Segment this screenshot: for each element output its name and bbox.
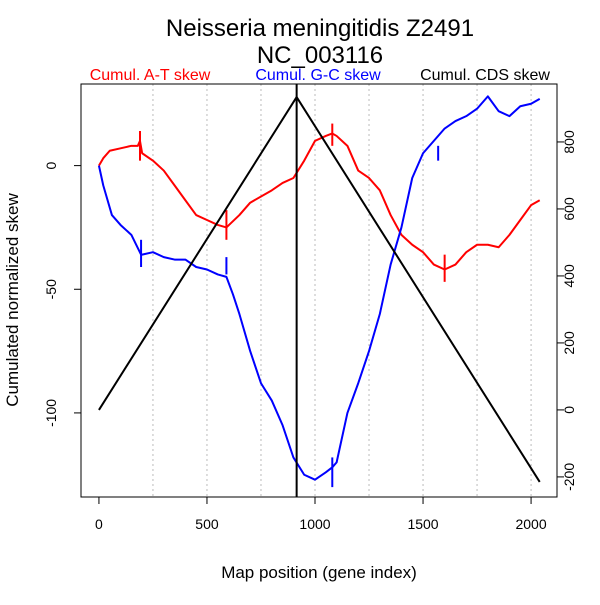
series-line-0 (98, 132, 541, 271)
y-left-tick-label: -100 (43, 399, 59, 427)
x-tick-label: 1000 (299, 516, 330, 532)
axes: 0 500 1000 1500 2000 -100 -50 0 -200 0 200 400 600 80… (43, 130, 577, 532)
y-right-tick-label: 800 (561, 130, 577, 154)
y-axis-label: Cumulated normalized skew (3, 193, 22, 407)
plot-frame (80, 83, 558, 498)
series-line-1 (97, 95, 541, 481)
legend-at-skew: Cumul. A-T skew (90, 67, 211, 84)
y-right-tick-label: 600 (561, 197, 577, 221)
series-group (97, 84, 541, 497)
x-tick-label: 0 (95, 516, 103, 532)
x-tick-label: 1500 (407, 516, 438, 532)
legend-gc-skew: Cumul. G-C skew (255, 67, 381, 84)
y-right-tick-label: 400 (561, 264, 577, 288)
y-right-tick-label: -200 (561, 463, 577, 491)
y-right-tick-label: 200 (561, 331, 577, 355)
y-left-tick-label: 0 (43, 162, 59, 170)
x-axis-label: Map position (gene index) (221, 563, 417, 582)
y-right-tick-label: 0 (561, 406, 577, 414)
chart-title: Neisseria meningitidis Z2491 (166, 15, 474, 42)
grid-lines (152, 84, 532, 497)
series-line-2 (98, 96, 541, 483)
legend-cds-skew: Cumul. CDS skew (420, 67, 550, 84)
x-tick-label: 2000 (515, 516, 546, 532)
x-tick-label: 500 (195, 516, 219, 532)
chart-subtitle: NC_003116 (257, 42, 383, 69)
y-left-tick-label: -50 (43, 279, 59, 299)
